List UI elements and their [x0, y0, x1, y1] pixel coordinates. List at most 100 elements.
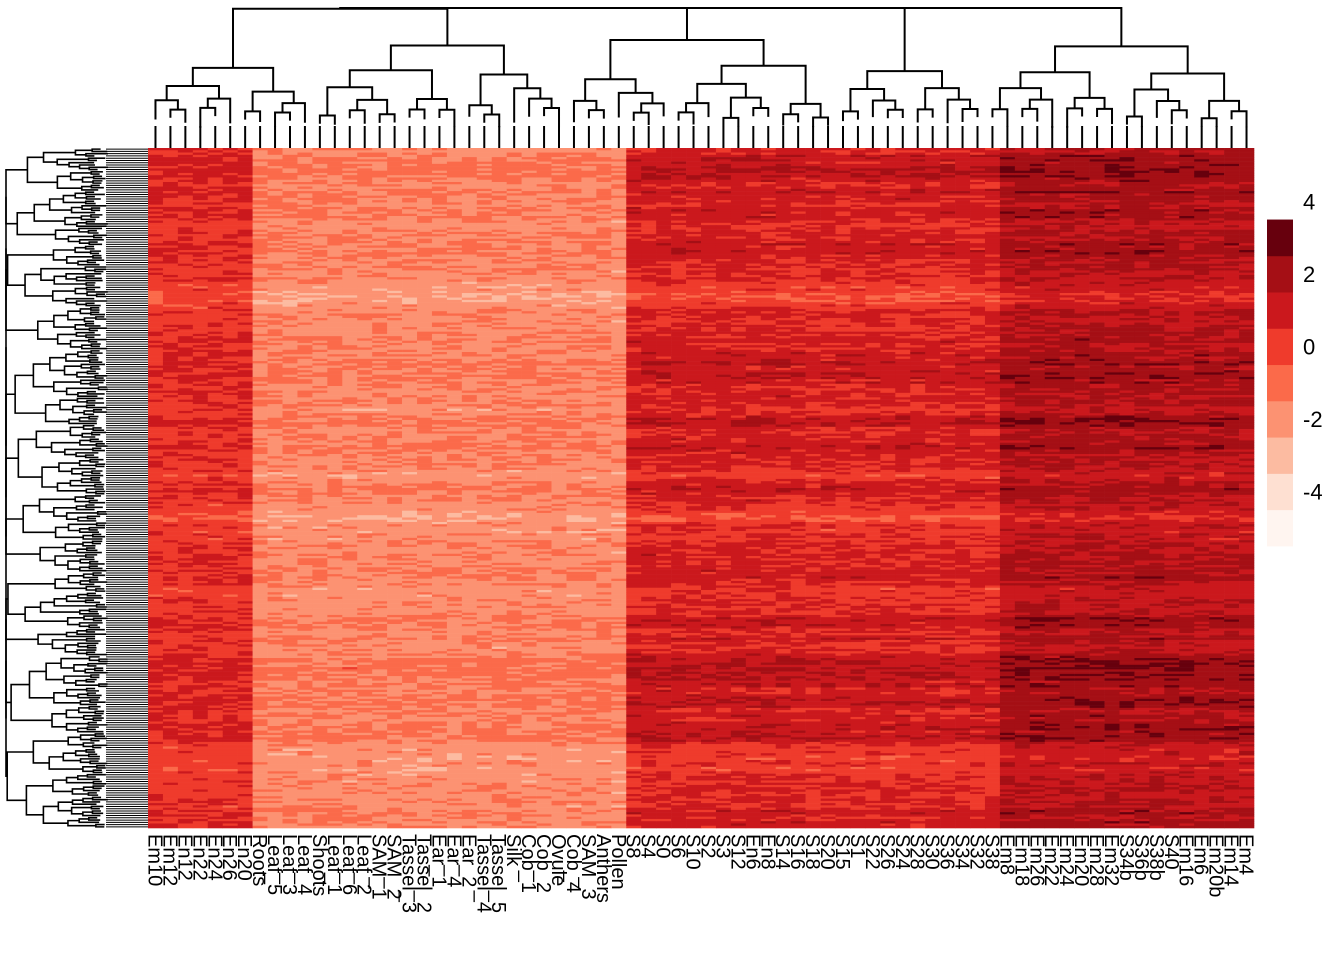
- heatmap-cell: [193, 209, 208, 212]
- heatmap-cell: [223, 200, 238, 203]
- heatmap-cell: [208, 309, 223, 312]
- heatmap-cell: [178, 334, 193, 337]
- heatmap-cell: [163, 318, 178, 321]
- dendrogram-branch: [233, 9, 447, 68]
- heatmap-cell: [178, 538, 193, 541]
- heatmap-cell: [208, 357, 223, 360]
- heatmap-cell: [193, 273, 208, 276]
- heatmap-cell: [178, 429, 193, 432]
- heatmap-cell: [193, 735, 208, 738]
- heatmap-cell: [148, 162, 163, 165]
- heatmap-cell: [193, 619, 208, 622]
- heatmap-cell: [163, 420, 178, 423]
- heatmap-cell: [208, 724, 223, 727]
- heatmap-cell: [223, 221, 238, 224]
- heatmap-cell: [208, 320, 223, 323]
- heatmap-cell: [178, 302, 193, 305]
- dendrogram-branch: [350, 110, 365, 124]
- heatmap-cell: [178, 497, 193, 500]
- heatmap-cell: [208, 579, 223, 582]
- heatmap-cell: [163, 422, 178, 425]
- heatmap-cell: [208, 284, 223, 287]
- heatmap-cell: [208, 168, 223, 171]
- heatmap-cell: [148, 733, 163, 736]
- heatmap-cell: [163, 440, 178, 443]
- heatmap-cell: [193, 261, 208, 264]
- heatmap-cell: [148, 150, 163, 153]
- heatmap-cell: [148, 391, 163, 394]
- heatmap-cell: [223, 270, 238, 273]
- heatmap-cell: [148, 200, 163, 203]
- heatmap-cell: [178, 352, 193, 355]
- heatmap-cell: [178, 323, 193, 326]
- heatmap-cell: [193, 508, 208, 511]
- heatmap-cell: [178, 810, 193, 813]
- heatmap-cell: [208, 767, 223, 770]
- heatmap-cell: [163, 359, 178, 362]
- heatmap-cell: [148, 595, 163, 598]
- heatmap-cell: [208, 468, 223, 471]
- heatmap-cell: [193, 270, 208, 273]
- heatmap-cell: [178, 261, 193, 264]
- heatmap-cell: [193, 338, 208, 341]
- dendrogram-branch: [25, 274, 53, 295]
- heatmap-cell: [163, 638, 178, 641]
- heatmap-cell: [208, 189, 223, 192]
- heatmap-cell: [193, 721, 208, 724]
- heatmap-cell: [163, 715, 178, 718]
- heatmap-cell: [163, 472, 178, 475]
- heatmap-cell: [163, 622, 178, 625]
- dendrogram-branch: [723, 118, 738, 127]
- heatmap-cell: [208, 216, 223, 219]
- dendrogram-branch: [90, 580, 107, 582]
- dendrogram-branch: [27, 157, 57, 182]
- heatmap-cell: [178, 703, 193, 706]
- heatmap-cell: [223, 334, 238, 337]
- dendrogram-branch: [86, 505, 103, 507]
- heatmap-cell: [148, 805, 163, 808]
- heatmap-cell: [148, 778, 163, 781]
- heatmap-cell: [163, 778, 178, 781]
- dendrogram-branch: [245, 111, 260, 122]
- heatmap-cell: [163, 425, 178, 428]
- heatmap-cell: [148, 427, 163, 430]
- heatmap-cell: [223, 239, 238, 242]
- heatmap-cell: [193, 465, 208, 468]
- heatmap-cell: [148, 468, 163, 471]
- heatmap-cell: [193, 771, 208, 774]
- heatmap-cell: [163, 391, 178, 394]
- heatmap-cell: [178, 592, 193, 595]
- heatmap-cell: [208, 391, 223, 394]
- heatmap-cell: [223, 436, 238, 439]
- heatmap-cell: [208, 465, 223, 468]
- heatmap-cell: [178, 595, 193, 598]
- heatmap-cell: [178, 168, 193, 171]
- heatmap-cell: [193, 202, 208, 205]
- heatmap-cell: [208, 502, 223, 505]
- heatmap-cell: [208, 316, 223, 319]
- heatmap-cell: [148, 728, 163, 731]
- heatmap-cell: [163, 347, 178, 350]
- heatmap-cell: [178, 298, 193, 301]
- heatmap-cell: [193, 461, 208, 464]
- heatmap-cell: [178, 375, 193, 378]
- heatmap-cell: [208, 438, 223, 441]
- heatmap-cell: [163, 780, 178, 783]
- heatmap-cell: [178, 629, 193, 632]
- heatmap-cell: [178, 266, 193, 269]
- heatmap-cell: [148, 524, 163, 527]
- heatmap-cell: [178, 230, 193, 233]
- heatmap-cell: [208, 409, 223, 412]
- heatmap-cell: [193, 352, 208, 355]
- heatmap-cell: [193, 216, 208, 219]
- heatmap-cell: [193, 767, 208, 770]
- heatmap-cell: [148, 309, 163, 312]
- heatmap-cell: [148, 372, 163, 375]
- heatmap-cell: [163, 388, 178, 391]
- heatmap-cell: [178, 656, 193, 659]
- heatmap-cell: [178, 706, 193, 709]
- heatmap-cell: [148, 418, 163, 421]
- heatmap-cell: [208, 663, 223, 666]
- heatmap-cell: [163, 250, 178, 253]
- heatmap-cell: [148, 377, 163, 380]
